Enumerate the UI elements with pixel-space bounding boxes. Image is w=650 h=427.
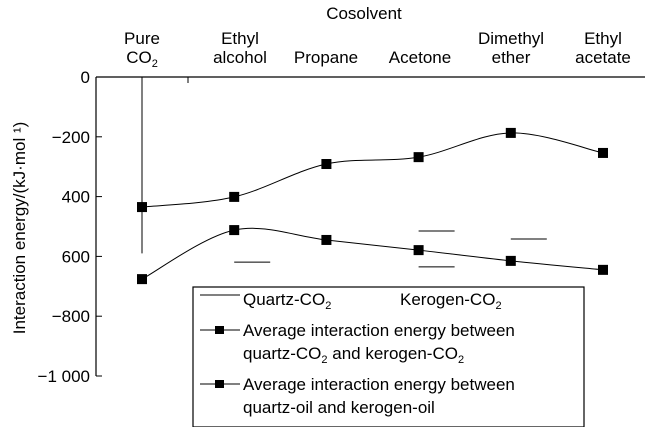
y-tick-label: −800 (52, 307, 90, 326)
series-2-marker (505, 255, 516, 266)
legend-marker-series2 (215, 380, 224, 388)
category-label-line2: alcohol (213, 48, 267, 67)
series-1-marker (137, 202, 147, 213)
category-label-line2: ether (492, 48, 531, 67)
y-tick-label: −200 (52, 128, 90, 147)
legend-label-series2-line1: Average interaction energy between (243, 375, 515, 394)
category-label-line2: CO2 (126, 48, 158, 70)
category-label-line1: Ethyl (221, 29, 259, 48)
legend-quartz-text: Quartz-CO (243, 290, 325, 309)
series-2-marker (137, 274, 147, 285)
short-segments (141, 77, 547, 268)
y-tick-label: 0 (81, 68, 90, 87)
series-1-marker (321, 159, 332, 170)
series-line-1 (141, 132, 604, 208)
legend-label-series1-line1: Average interaction energy between (243, 321, 515, 340)
series-1-marker (229, 191, 240, 202)
series-2-marker (321, 234, 332, 245)
legend-box (192, 286, 585, 427)
series-2-marker (229, 225, 240, 236)
series-1-marker (505, 127, 516, 138)
category-label-line2: acetate (575, 48, 631, 67)
series-1-marker (413, 152, 424, 163)
y-tick-label: 600 (62, 247, 90, 266)
y-ticks: 0 −200 400 600 −800 −1 000 (38, 68, 102, 386)
category-label-line1: Ethyl (584, 29, 622, 48)
category-label-line2: Acetone (389, 48, 451, 67)
y-tick-label: −1 000 (38, 367, 90, 386)
legend-kerogen-text: Kerogen-CO (400, 290, 495, 309)
series-2-marker (598, 264, 608, 275)
legend-kerogen-sub: 2 (495, 300, 501, 312)
y-tick-label: 400 (62, 188, 90, 207)
category-label-line1: Pure (124, 29, 160, 48)
category-label-line1: Dimethyl (478, 29, 544, 48)
legend-label-series2-line2: quartz-oil and kerogen-oil (243, 398, 435, 417)
legend-s1-sub-a: 2 (321, 354, 327, 366)
legend-label-series1-line2: quartz-CO2 and kerogen-CO2 (243, 344, 464, 366)
category-label-line2: Propane (294, 48, 358, 67)
legend-s1-b: and kerogen-CO (328, 344, 458, 363)
legend-s1-sub-b: 2 (458, 354, 464, 366)
legend-s1-a: quartz-CO (243, 344, 321, 363)
legend-marker-series1 (215, 326, 224, 334)
y-axis-label: Interaction energy/(kJ·mol ¹) (10, 122, 29, 335)
legend-label-kerogen-co2: Kerogen-CO2 (400, 290, 502, 312)
chart-title: Cosolvent (326, 4, 402, 23)
series-2-marker (413, 245, 424, 256)
series-line-2 (141, 227, 604, 280)
series-group (137, 127, 608, 285)
series-1-marker (598, 147, 608, 158)
legend-quartz-sub: 2 (325, 300, 331, 312)
legend-label-quartz-co2: Quartz-CO2 (243, 290, 331, 312)
legend: Quartz-CO2 Kerogen-CO2 Average interacti… (192, 286, 585, 427)
